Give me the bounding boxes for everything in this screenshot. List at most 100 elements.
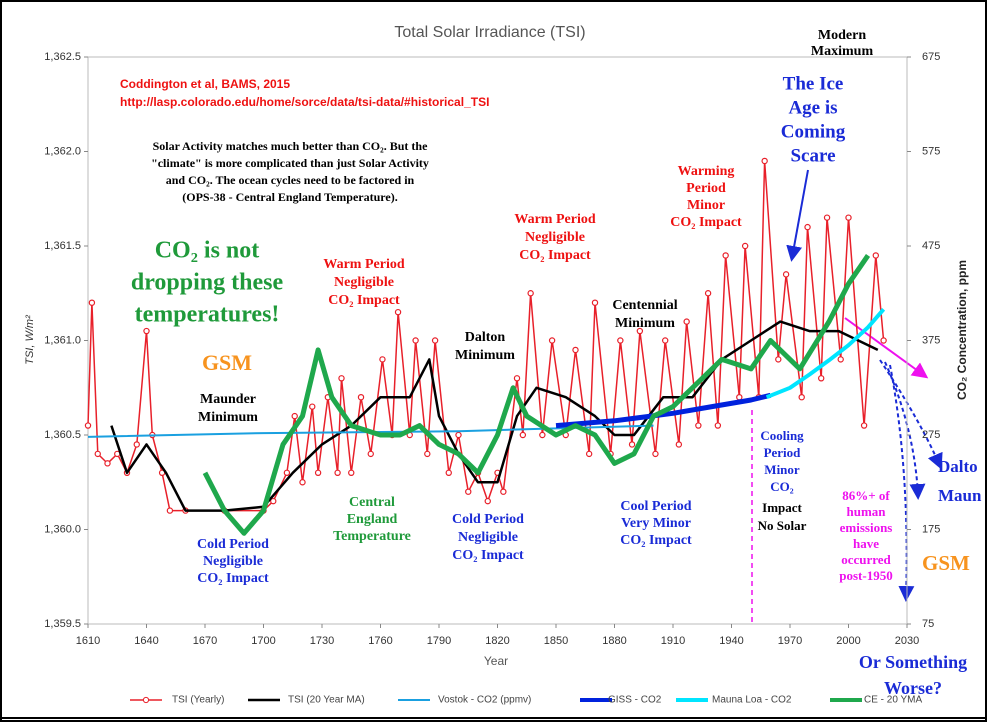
annotation: dropping these — [131, 270, 284, 296]
annotation: Dalto — [938, 457, 978, 476]
legend-label: Vostok - CO2 (ppmv) — [438, 695, 531, 706]
point — [775, 356, 782, 363]
annotation: Modern — [818, 28, 866, 43]
x-tick-label: 1940 — [719, 635, 743, 647]
y-tick-label: 1,362.5 — [44, 51, 81, 63]
annotation: CO₂ Impact — [620, 533, 692, 548]
point — [527, 290, 534, 297]
annotation: Worse? — [884, 678, 942, 698]
annotation: CO₂ Impact — [452, 548, 524, 563]
point — [662, 337, 669, 344]
annotation: occurred — [841, 552, 891, 567]
annotation: "climate" is more complicated than just … — [151, 156, 429, 170]
annotation: The Ice — [783, 73, 844, 94]
annotation: Period — [764, 445, 802, 460]
point — [143, 327, 150, 335]
annotation: Minimum — [198, 410, 258, 425]
ice-age-arrow — [786, 169, 809, 262]
point — [804, 223, 811, 231]
point — [88, 299, 96, 306]
legend-label: TSI (Yearly) — [172, 695, 224, 706]
annotation: Minor — [764, 462, 800, 477]
point — [860, 422, 868, 429]
trend-arrow — [844, 317, 929, 379]
point — [519, 431, 527, 439]
annotation: Maunder — [200, 392, 256, 407]
annotation: Very Minor — [621, 516, 691, 531]
y2-tick-label: 575 — [922, 145, 940, 157]
point — [761, 157, 768, 165]
annotation: Cold Period — [452, 512, 524, 527]
annotation: Warm Period — [323, 257, 404, 272]
maunder-arrow — [884, 361, 926, 500]
y2-tick-label: 475 — [922, 240, 940, 252]
y-axis-label: TSI, W/m² — [24, 315, 36, 365]
x-tick-label: 1850 — [544, 635, 568, 647]
y-tick-label: 1,362.0 — [44, 145, 81, 157]
point — [818, 375, 825, 382]
point — [683, 318, 690, 325]
annotation: Impact — [762, 500, 802, 515]
legend-label: CE - 20 YMA — [864, 695, 922, 706]
annotation: Cooling — [760, 428, 804, 443]
annotation: Period — [686, 181, 726, 196]
point — [338, 375, 345, 382]
annotation: GSM — [202, 350, 252, 375]
annotation: human — [846, 504, 886, 519]
point — [309, 403, 316, 410]
annotation: Dalton — [465, 330, 506, 345]
point — [798, 394, 805, 401]
annotation: Coming — [781, 121, 846, 142]
x-tick-label: 1610 — [76, 635, 100, 647]
point — [94, 450, 101, 458]
series-line — [87, 424, 654, 438]
annotation: and CO₂. The ocean cycles need to be fac… — [166, 173, 415, 187]
annotation: England — [347, 512, 398, 527]
annotation: Centennial — [612, 298, 677, 313]
legend-label: Mauna Loa - CO2 — [712, 695, 792, 706]
point — [357, 394, 365, 401]
point — [455, 431, 462, 439]
point — [104, 460, 111, 467]
point — [880, 337, 887, 344]
annotation: CO₂ Impact — [670, 215, 742, 230]
point — [465, 488, 472, 495]
point — [379, 356, 386, 363]
annotation: Central — [349, 495, 395, 510]
point — [585, 450, 593, 458]
point — [736, 394, 743, 401]
annotation: Warm Period — [514, 212, 595, 227]
annotation: Maximum — [811, 44, 874, 59]
annotation: Negligible — [334, 275, 394, 290]
y2-tick-label: 375 — [922, 334, 940, 346]
annotation: Negligible — [525, 230, 585, 245]
x-tick-label: 1880 — [602, 635, 626, 647]
annotation: (OPS-38 - Central England Temperature). — [182, 190, 397, 204]
point — [675, 441, 683, 448]
annotation: Or Something — [859, 652, 967, 672]
series-line — [202, 253, 871, 536]
annotation: No Solar — [758, 518, 807, 533]
annotation: Warming — [678, 164, 735, 179]
x-tick-label: 1700 — [251, 635, 275, 647]
x-tick-label: 1640 — [134, 635, 158, 647]
point — [837, 356, 844, 363]
chart-title: Total Solar Irradiance (TSI) — [394, 24, 585, 41]
x-tick-label: 1670 — [193, 635, 217, 647]
annotation: Negligible — [458, 530, 518, 545]
dalton-arrow — [879, 359, 943, 470]
point — [548, 337, 556, 344]
annotation: Temperature — [333, 529, 411, 544]
y-tick-label: 1,361.5 — [44, 240, 81, 252]
y-tick-label: 1,361.0 — [44, 334, 81, 346]
x-tick-label: 1760 — [368, 635, 392, 647]
point — [539, 431, 546, 439]
annotation: have — [853, 536, 879, 551]
series-line — [765, 307, 886, 400]
annotation: http://lasp.colorado.edu/home/sorce/data… — [120, 95, 489, 109]
y-tick-label: 1,359.5 — [44, 618, 81, 630]
point — [424, 450, 431, 458]
legend-label: TSI (20 Year MA) — [288, 695, 365, 706]
annotation: Negligible — [203, 554, 263, 569]
